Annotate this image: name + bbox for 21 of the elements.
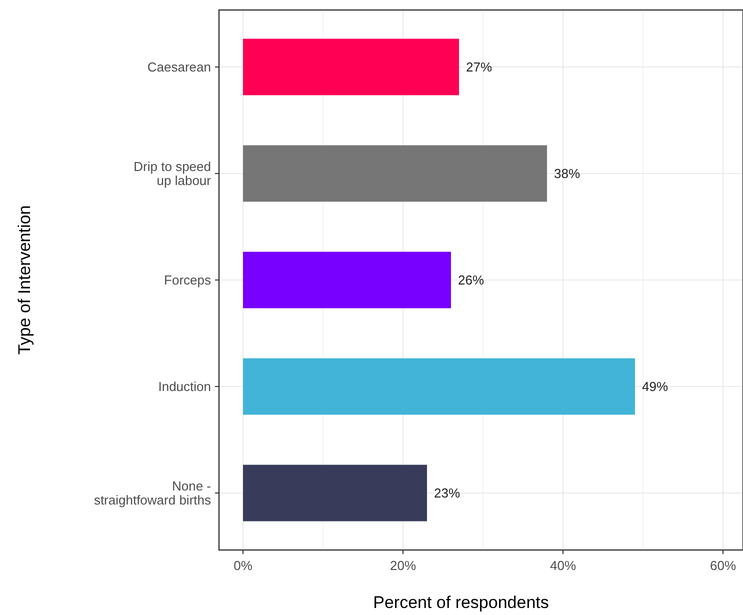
- bar: [243, 464, 427, 522]
- y-tick-label: Caesarean: [147, 60, 211, 75]
- data-label: 26%: [458, 272, 484, 288]
- y-tick-label: None - straightfoward births: [94, 478, 212, 508]
- y-tick-label: Forceps: [164, 272, 212, 288]
- x-tick-label: 40%: [550, 558, 576, 573]
- y-tick-label: Induction: [158, 379, 211, 394]
- y-tick-label: Drip to speed up labour: [134, 159, 212, 188]
- data-label: 27%: [466, 60, 492, 75]
- y-axis-title: Type of Intervention: [15, 205, 34, 355]
- x-tick-label: 60%: [710, 558, 736, 573]
- data-label: 23%: [434, 486, 460, 501]
- bar: [243, 252, 451, 308]
- bar: [243, 38, 459, 96]
- x-tick-label: 20%: [390, 558, 416, 573]
- bar: [243, 145, 547, 202]
- data-label: 49%: [642, 379, 668, 394]
- bar: [243, 358, 635, 415]
- data-label: 38%: [554, 166, 580, 182]
- x-axis-title: Percent of respondents: [373, 593, 549, 612]
- x-tick-label: 0%: [234, 558, 253, 573]
